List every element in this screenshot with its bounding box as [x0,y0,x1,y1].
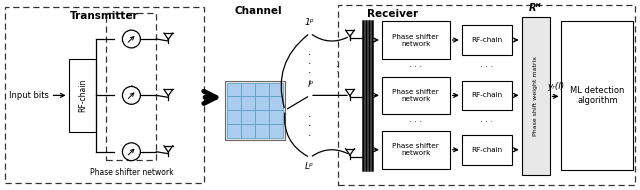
Text: ML detection
algorithm: ML detection algorithm [570,86,625,105]
FancyBboxPatch shape [461,25,511,55]
FancyBboxPatch shape [522,17,550,175]
Text: RF-chain: RF-chain [78,79,87,112]
FancyBboxPatch shape [461,135,511,165]
Text: · · ·: · · · [409,63,422,72]
Text: yᵣ(l): yᵣ(l) [547,82,564,91]
FancyBboxPatch shape [461,81,511,110]
FancyBboxPatch shape [227,124,241,138]
Text: Phase shifter
network: Phase shifter network [392,33,439,47]
Text: ·
·
·: · · · [308,50,312,78]
FancyBboxPatch shape [227,82,241,96]
FancyBboxPatch shape [269,110,283,124]
FancyBboxPatch shape [241,96,255,110]
FancyBboxPatch shape [382,131,450,169]
FancyBboxPatch shape [227,110,241,124]
Text: · · ·: · · · [335,59,344,72]
FancyBboxPatch shape [241,110,255,124]
FancyBboxPatch shape [269,124,283,138]
Text: Phase shifter
network: Phase shifter network [392,89,439,102]
Text: Channel: Channel [234,6,282,16]
Text: 1ᵖ: 1ᵖ [304,18,314,27]
FancyBboxPatch shape [255,124,269,138]
Text: ·
·
·: · · · [308,112,312,141]
Text: · · ·: · · · [480,118,493,127]
FancyBboxPatch shape [227,96,241,110]
Text: RF-chain: RF-chain [471,92,502,98]
FancyBboxPatch shape [561,21,634,169]
Text: ·
·
·: · · · [129,81,133,110]
Text: Phase shifter
network: Phase shifter network [392,143,439,156]
Text: · · ·: · · · [480,63,493,72]
Text: RF-chain: RF-chain [471,37,502,43]
FancyBboxPatch shape [255,96,269,110]
FancyBboxPatch shape [255,82,269,96]
FancyBboxPatch shape [241,124,255,138]
Text: RF-chain: RF-chain [471,147,502,153]
Circle shape [122,86,140,104]
Text: Rᴴ: Rᴴ [529,3,542,13]
Text: Lᵖ: Lᵖ [305,162,314,171]
Text: Transmitter: Transmitter [70,11,139,21]
Text: Input bits: Input bits [9,91,49,100]
Text: lᵖ: lᵖ [308,80,314,89]
Text: Phase shifter network: Phase shifter network [90,168,173,177]
Text: Phase shift weight matrix: Phase shift weight matrix [533,56,538,136]
Circle shape [122,30,140,48]
FancyBboxPatch shape [269,82,283,96]
FancyBboxPatch shape [382,77,450,114]
FancyBboxPatch shape [241,82,255,96]
Circle shape [122,143,140,161]
FancyBboxPatch shape [255,110,269,124]
FancyBboxPatch shape [225,81,285,140]
FancyBboxPatch shape [269,96,283,110]
Text: Receiver: Receiver [367,9,419,19]
FancyBboxPatch shape [68,59,97,132]
Text: · · ·: · · · [409,118,422,127]
FancyBboxPatch shape [382,21,450,59]
